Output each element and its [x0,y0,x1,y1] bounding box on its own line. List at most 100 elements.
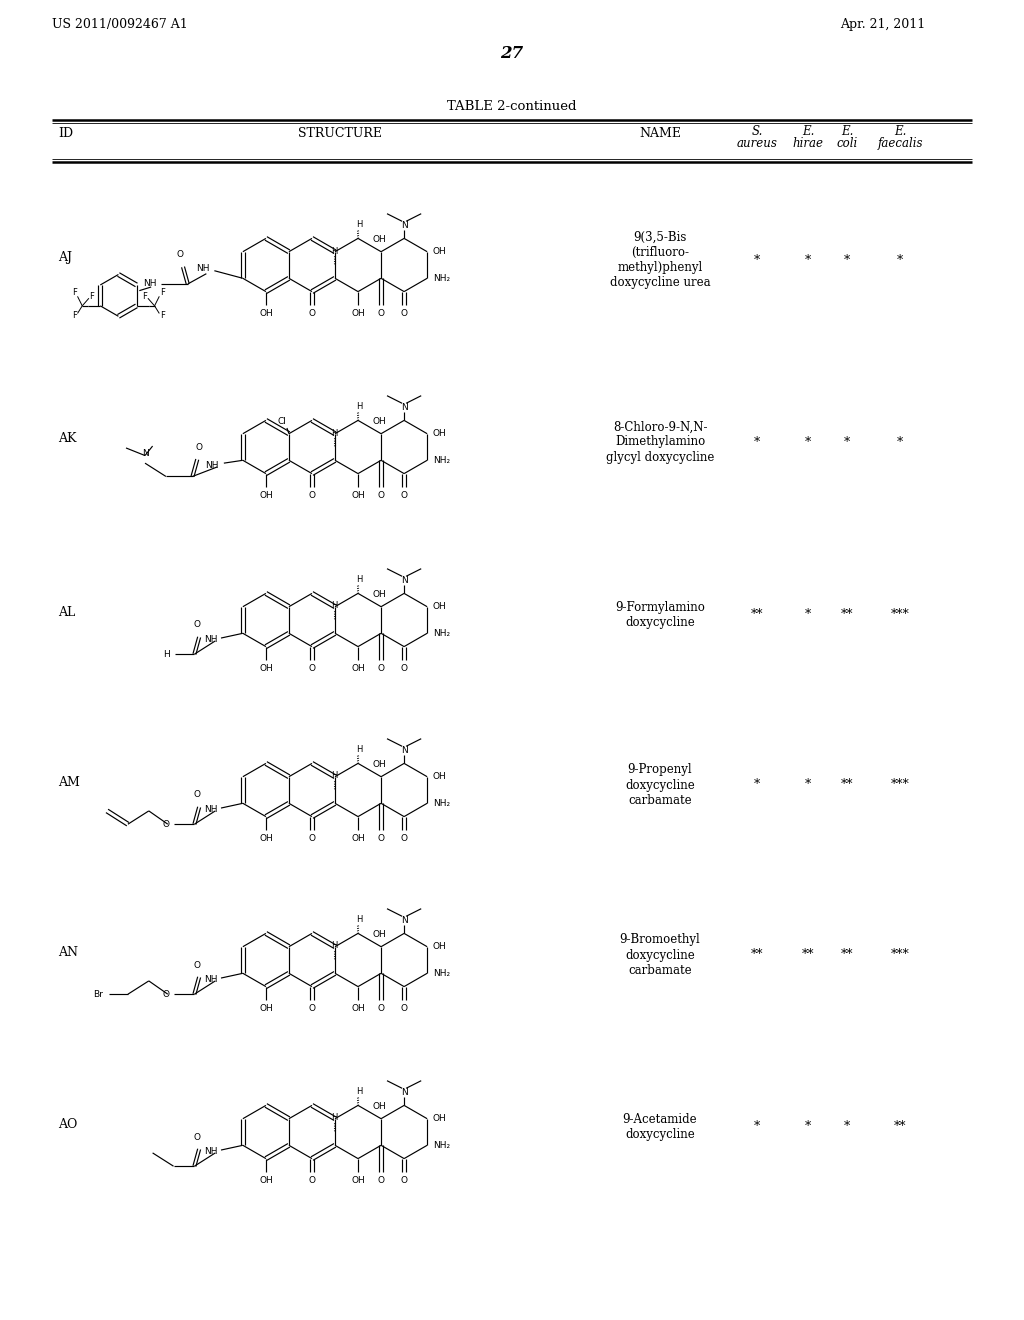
Text: O: O [400,834,408,842]
Text: NH₂: NH₂ [433,799,450,808]
Text: **: ** [802,949,814,961]
Text: NH₂: NH₂ [433,273,450,282]
Text: H: H [356,401,362,411]
Text: STRUCTURE: STRUCTURE [298,127,382,140]
Text: N: N [400,220,408,230]
Text: OH: OH [259,491,272,500]
Text: O: O [308,1003,315,1012]
Text: O: O [400,1003,408,1012]
Text: H: H [356,1086,362,1096]
Text: OH: OH [433,429,446,438]
Text: 8-Chloro-9-N,N-
Dimethylamino
glycyl doxycycline: 8-Chloro-9-N,N- Dimethylamino glycyl dox… [606,421,714,463]
Text: ***: *** [891,779,909,792]
Text: **: ** [841,779,853,792]
Text: *: * [805,609,811,622]
Text: H: H [163,649,170,659]
Text: O: O [194,791,201,800]
Text: N: N [400,746,408,755]
Text: OH: OH [259,834,272,842]
Text: O: O [378,309,385,318]
Text: 9-Acetamide
doxycycline: 9-Acetamide doxycycline [623,1113,697,1140]
Text: *: * [754,436,760,449]
Text: OH: OH [433,942,446,952]
Text: O: O [400,1176,408,1185]
Text: *: * [754,779,760,792]
Text: NH: NH [204,804,217,813]
Text: N: N [400,1088,408,1097]
Text: N: N [400,916,408,924]
Text: OH: OH [259,309,272,318]
Text: 9-Bromoethyl
doxycycline
carbamate: 9-Bromoethyl doxycycline carbamate [620,933,700,977]
Text: AL: AL [58,606,75,619]
Text: OH: OH [259,1003,272,1012]
Text: E.: E. [841,125,853,139]
Text: H: H [356,744,362,754]
Text: H: H [331,429,337,437]
Text: *: * [805,779,811,792]
Text: OH: OH [351,1003,365,1012]
Text: OH: OH [351,664,365,673]
Text: H: H [331,771,337,780]
Text: F: F [73,288,77,297]
Text: F: F [142,292,147,301]
Text: 9(3,5-Bis
(trifluoro-
methyl)phenyl
doxycycline urea: 9(3,5-Bis (trifluoro- methyl)phenyl doxy… [609,231,711,289]
Text: 27: 27 [501,45,523,62]
Text: 9-Formylamino
doxycycline: 9-Formylamino doxycycline [615,601,705,630]
Text: NH: NH [204,1147,217,1155]
Text: F: F [160,288,165,297]
Text: N: N [400,403,408,412]
Text: NH: NH [196,264,209,273]
Text: OH: OH [433,772,446,781]
Text: F: F [160,310,165,319]
Text: AO: AO [58,1118,78,1130]
Text: Cl: Cl [278,417,286,426]
Text: coli: coli [837,137,858,150]
Text: Apr. 21, 2011: Apr. 21, 2011 [840,18,926,30]
Text: AN: AN [58,945,78,958]
Text: NH₂: NH₂ [433,628,450,638]
Text: ***: *** [891,609,909,622]
Text: OH: OH [259,664,272,673]
Text: OH: OH [372,590,386,599]
Text: Br: Br [93,990,103,999]
Text: N: N [141,449,148,458]
Text: OH: OH [372,931,386,939]
Text: O: O [378,664,385,673]
Text: F: F [73,310,77,319]
Text: NH₂: NH₂ [433,969,450,978]
Text: TABLE 2-continued: TABLE 2-continued [447,100,577,114]
Text: **: ** [751,609,763,622]
Text: OH: OH [372,235,386,244]
Text: **: ** [841,609,853,622]
Text: OH: OH [372,417,386,426]
Text: E.: E. [894,125,906,139]
Text: ***: *** [891,949,909,961]
Text: *: * [754,1121,760,1134]
Text: NH: NH [204,635,217,644]
Text: O: O [196,442,203,451]
Text: O: O [378,491,385,500]
Text: NH₂: NH₂ [433,455,450,465]
Text: O: O [400,309,408,318]
Text: O: O [194,1133,201,1142]
Text: O: O [163,990,170,999]
Text: H: H [331,941,337,950]
Text: NH: NH [204,974,217,983]
Text: NH₂: NH₂ [433,1140,450,1150]
Text: *: * [897,436,903,449]
Text: AJ: AJ [58,251,72,264]
Text: OH: OH [372,1102,386,1111]
Text: O: O [308,309,315,318]
Text: S.: S. [752,125,763,139]
Text: OH: OH [433,1114,446,1123]
Text: H: H [356,915,362,924]
Text: E.: E. [802,125,814,139]
Text: **: ** [841,949,853,961]
Text: ID: ID [58,127,73,140]
Text: O: O [308,1176,315,1185]
Text: O: O [378,834,385,842]
Text: *: * [897,253,903,267]
Text: 9-Propenyl
doxycycline
carbamate: 9-Propenyl doxycycline carbamate [625,763,695,807]
Text: O: O [400,664,408,673]
Text: O: O [176,251,183,259]
